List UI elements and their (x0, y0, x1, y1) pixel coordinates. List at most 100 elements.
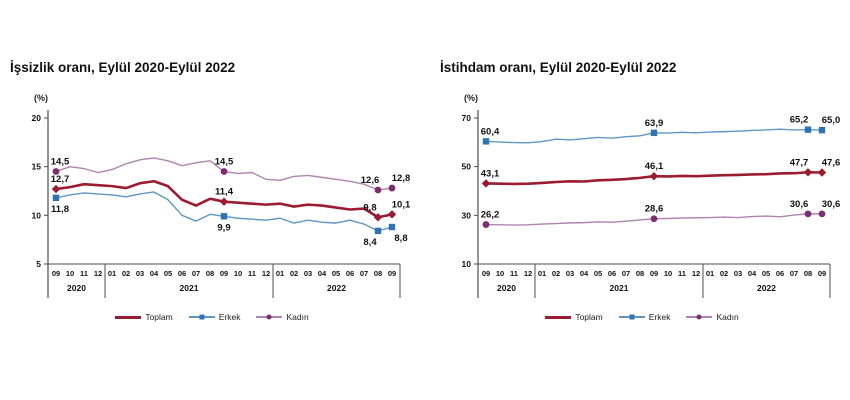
employment-chart-plot: 70 50 30 10 09 10 11 12 01 02 03 04 05 06 07 08 09 10 11 12… (462, 110, 841, 298)
marker-toplam (803, 168, 813, 177)
marker-kadın (818, 210, 826, 218)
legend-marker-kadın (696, 314, 702, 320)
data-label-kadın: 28,6 (645, 204, 664, 215)
x-month-label: 12 (262, 269, 270, 278)
legend-label-erkek: Erkek (648, 312, 671, 322)
data-label-toplam: 11,4 (215, 187, 234, 198)
legend-label-kadın: Kadın (286, 312, 309, 322)
y-tick-label: 70 (462, 113, 472, 123)
x-month-label: 09 (52, 269, 60, 278)
data-label-erkek: 63,9 (645, 118, 664, 129)
legend-item-erkek: Erkek (188, 312, 241, 322)
marker-toplam (817, 168, 827, 177)
x-month-label: 07 (790, 269, 798, 278)
x-month-label: 09 (818, 269, 826, 278)
marker-toplam (219, 197, 229, 206)
marker-erkek (482, 138, 490, 145)
data-label-kadın: 26,2 (481, 210, 500, 221)
x-month-label: 06 (346, 269, 354, 278)
x-month-label: 09 (482, 269, 490, 278)
legend-item-erkek: Erkek (618, 312, 671, 322)
data-label-erkek: 8,4 (363, 237, 377, 248)
x-month-label: 11 (248, 269, 256, 278)
data-label-erkek: 8,8 (394, 233, 407, 244)
legend-line-erkek (188, 314, 215, 320)
x-month-label: 11 (678, 269, 686, 278)
data-label-erkek: 9,9 (217, 222, 230, 233)
unemployment-y-axis-unit: (%) (34, 93, 48, 103)
x-month-label: 12 (94, 269, 102, 278)
legend-line-kadın (256, 314, 283, 320)
marker-toplam (51, 184, 61, 194)
marker-kadın (804, 210, 812, 218)
x-month-label: 11 (80, 269, 88, 278)
marker-toplam (481, 179, 491, 188)
data-label-toplam: 10,1 (392, 199, 411, 210)
x-month-label: 02 (290, 269, 298, 278)
x-month-label: 07 (622, 269, 630, 278)
x-year-label: 2022 (327, 283, 346, 293)
x-month-label: 07 (360, 269, 368, 278)
x-month-label: 08 (804, 269, 812, 278)
x-month-label: 10 (66, 269, 74, 278)
x-month-label: 09 (388, 269, 396, 278)
x-month-label: 01 (706, 269, 714, 278)
x-month-label: 02 (122, 269, 130, 278)
data-label-toplam: 43,1 (481, 168, 500, 179)
x-month-label: 08 (374, 269, 382, 278)
x-month-label: 12 (692, 269, 700, 278)
employment-y-axis-unit: (%) (464, 93, 478, 103)
x-month-label: 10 (234, 269, 242, 278)
legend-label-toplam: Toplam (145, 312, 173, 322)
legend-label-toplam: Toplam (575, 312, 603, 322)
data-label-toplam: 47,6 (822, 158, 841, 169)
marker-kadın (374, 186, 382, 194)
unemployment-chart-legend: Toplam Erkek Kadın (10, 312, 414, 322)
data-label-toplam: 46,1 (645, 161, 664, 172)
unemployment-chart-plot: 20 15 10 5 09 10 11 12 01 02 03 04 05 06 07 08 09 10 11 12 0… (32, 110, 411, 298)
legend-marker-erkek (629, 314, 635, 320)
x-month-label: 02 (720, 269, 728, 278)
legend-marker-erkek (199, 314, 205, 320)
x-month-label: 05 (762, 269, 770, 278)
marker-erkek (374, 227, 382, 235)
x-month-label: 08 (206, 269, 214, 278)
marker-erkek (650, 129, 658, 137)
marker-erkek (388, 223, 396, 231)
legend-item-toplam: Toplam (115, 312, 173, 322)
marker-toplam (373, 213, 383, 222)
data-label-erkek: 11,8 (51, 204, 69, 215)
unemployment-chart: İşsizlik oranı, Eylül 2020-Eylül 2022 (%… (10, 60, 414, 390)
data-label-kadın: 30,6 (822, 199, 841, 210)
marker-erkek (220, 213, 228, 220)
y-tick-label: 10 (32, 210, 42, 220)
marker-kadın (650, 215, 658, 223)
legend-item-toplam: Toplam (545, 312, 603, 322)
legend-line-toplam (545, 315, 572, 319)
x-month-label: 09 (220, 269, 228, 278)
x-month-label: 06 (608, 269, 616, 278)
x-month-label: 02 (552, 269, 560, 278)
x-month-label: 11 (510, 269, 518, 278)
unemployment-chart-title: İşsizlik oranı, Eylül 2020-Eylül 2022 (10, 60, 236, 75)
x-month-label: 08 (636, 269, 644, 278)
y-tick-label: 30 (462, 210, 472, 220)
x-year-label: 2021 (180, 283, 199, 293)
y-tick-label: 10 (462, 259, 472, 269)
x-month-label: 12 (524, 269, 532, 278)
x-month-label: 06 (776, 269, 784, 278)
marker-erkek (804, 126, 812, 133)
marker-kadın (52, 168, 60, 175)
x-month-label: 04 (748, 269, 757, 278)
marker-kadın (482, 221, 490, 228)
legend-label-kadın: Kadın (716, 312, 739, 322)
x-month-label: 03 (304, 269, 312, 278)
data-label-kadın: 12,8 (392, 173, 411, 184)
employment-chart: İstihdam oranı, Eylül 2020-Eylül 2022 (%… (440, 60, 844, 390)
data-label-kadın: 14,5 (215, 157, 234, 168)
x-month-label: 04 (580, 269, 589, 278)
x-month-label: 05 (164, 269, 172, 278)
marker-erkek (818, 126, 826, 134)
marker-erkek (52, 194, 60, 202)
legend-label-erkek: Erkek (218, 312, 241, 322)
